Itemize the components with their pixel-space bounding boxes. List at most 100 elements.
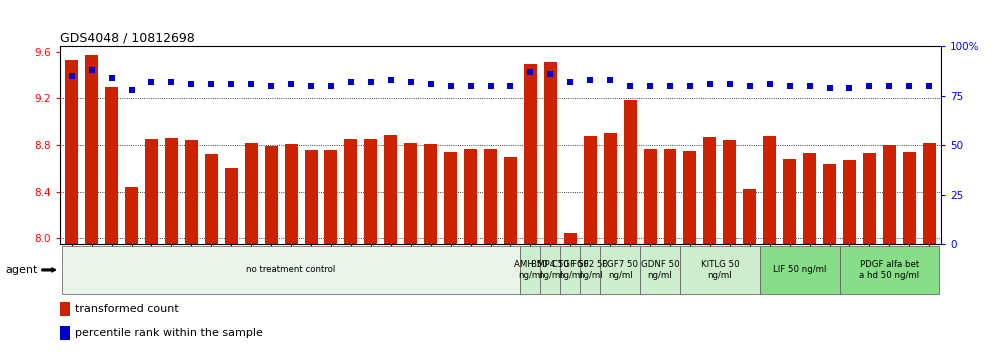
Bar — [345, 139, 358, 354]
Bar — [564, 233, 577, 354]
Text: CTGF 50
ng/ml: CTGF 50 ng/ml — [552, 260, 589, 280]
Bar — [66, 60, 79, 354]
Text: no treatment control: no treatment control — [246, 266, 336, 274]
Point — [523, 69, 539, 75]
Bar — [424, 144, 437, 354]
Text: percentile rank within the sample: percentile rank within the sample — [75, 327, 263, 338]
Point — [842, 85, 858, 91]
Point — [482, 83, 498, 88]
Text: GDNF 50
ng/ml: GDNF 50 ng/ml — [640, 260, 679, 280]
Bar — [484, 149, 497, 354]
Point — [104, 75, 120, 81]
Bar — [640, 246, 680, 294]
Bar — [245, 143, 258, 354]
Point — [263, 83, 279, 88]
Text: KITLG 50
ng/ml: KITLG 50 ng/ml — [700, 260, 739, 280]
Bar — [601, 246, 640, 294]
Bar — [504, 157, 517, 354]
Point — [901, 83, 917, 88]
Point — [143, 79, 159, 85]
Bar — [265, 146, 278, 354]
Bar — [60, 326, 70, 339]
Bar — [902, 152, 915, 354]
Bar — [444, 152, 457, 354]
Point — [343, 79, 359, 85]
Bar — [703, 137, 716, 354]
Bar — [60, 302, 70, 316]
Bar — [783, 159, 796, 354]
Point — [662, 83, 678, 88]
Bar — [165, 138, 178, 354]
Bar — [521, 246, 541, 294]
Point — [762, 81, 778, 86]
Bar — [683, 151, 696, 354]
Bar — [823, 164, 836, 354]
Point — [422, 81, 438, 86]
Bar — [125, 187, 138, 354]
Bar — [544, 62, 557, 354]
Point — [64, 73, 80, 79]
Bar — [584, 136, 597, 354]
Bar — [863, 153, 875, 354]
Bar — [86, 55, 99, 354]
Bar — [643, 149, 656, 354]
Point — [163, 79, 179, 85]
Bar — [882, 145, 895, 354]
Point — [124, 87, 139, 92]
Text: FGF7 50
ng/ml: FGF7 50 ng/ml — [603, 260, 638, 280]
Bar — [145, 139, 158, 354]
Point — [442, 83, 458, 88]
Bar — [185, 141, 198, 354]
Point — [921, 83, 937, 88]
Point — [223, 81, 239, 86]
Bar — [541, 246, 561, 294]
Point — [503, 83, 519, 88]
Bar — [62, 246, 521, 294]
Point — [603, 77, 619, 82]
Bar — [604, 133, 617, 354]
Point — [742, 83, 758, 88]
Text: agent: agent — [5, 265, 38, 275]
Text: GDS4048 / 10812698: GDS4048 / 10812698 — [60, 32, 194, 45]
Bar — [840, 246, 939, 294]
Bar — [205, 154, 218, 354]
Point — [622, 83, 638, 88]
Bar — [663, 149, 676, 354]
Point — [642, 83, 658, 88]
Bar — [581, 246, 601, 294]
Text: transformed count: transformed count — [75, 304, 178, 314]
Text: AMH 50
ng/ml: AMH 50 ng/ml — [514, 260, 547, 280]
Bar — [365, 139, 377, 354]
Bar — [106, 87, 119, 354]
Bar — [225, 169, 238, 354]
Point — [583, 77, 599, 82]
Point — [702, 81, 718, 86]
Point — [402, 79, 418, 85]
Point — [802, 83, 818, 88]
Text: BMP4 50
ng/ml: BMP4 50 ng/ml — [532, 260, 570, 280]
Bar — [803, 153, 816, 354]
Point — [543, 71, 559, 76]
Point — [881, 83, 897, 88]
Point — [782, 83, 798, 88]
Point — [682, 83, 698, 88]
Bar — [384, 135, 397, 354]
Bar — [285, 144, 298, 354]
Point — [563, 79, 579, 85]
Bar — [305, 150, 318, 354]
Bar — [623, 100, 636, 354]
Text: PDGF alfa bet
a hd 50 ng/ml: PDGF alfa bet a hd 50 ng/ml — [860, 260, 919, 280]
Bar — [325, 150, 338, 354]
Bar — [680, 246, 760, 294]
Bar — [561, 246, 581, 294]
Point — [303, 83, 319, 88]
Point — [243, 81, 259, 86]
Point — [323, 83, 339, 88]
Bar — [743, 189, 756, 354]
Bar — [760, 246, 840, 294]
Point — [722, 81, 738, 86]
Point — [382, 77, 398, 82]
Bar — [763, 136, 776, 354]
Point — [822, 85, 838, 91]
Point — [862, 83, 877, 88]
